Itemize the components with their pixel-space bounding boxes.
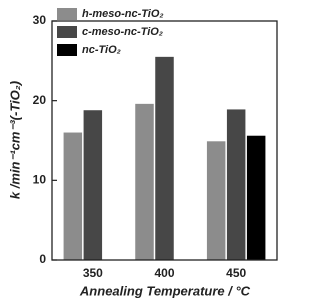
bar <box>226 109 246 261</box>
legend-label: nc-TiO₂ <box>82 44 121 56</box>
x-tick-label: 350 <box>83 266 103 280</box>
y-tick-label: 20 <box>33 93 47 107</box>
x-tick-label: 400 <box>154 266 174 280</box>
y-axis-label: k /min⁻¹cm⁻³(-TiO₂) <box>7 81 22 199</box>
legend-swatch <box>57 26 77 38</box>
bar <box>63 132 83 260</box>
x-tick-label: 450 <box>226 266 246 280</box>
x-axis-label: Annealing Temperature / °C <box>79 283 251 298</box>
bar <box>83 110 103 260</box>
bar <box>206 141 226 260</box>
legend-label: c-meso-nc-TiO₂ <box>82 26 163 38</box>
plot-frame <box>51 20 278 261</box>
y-tick-label: 0 <box>39 252 46 266</box>
bar <box>246 135 266 260</box>
legend-swatch <box>57 44 77 56</box>
y-tick-label: 30 <box>33 13 47 27</box>
legend-swatch <box>57 8 77 20</box>
legend-label: h-meso-nc-TiO₂ <box>82 8 164 20</box>
bar <box>155 56 174 260</box>
y-tick-label: 10 <box>33 173 47 187</box>
bar <box>135 103 154 260</box>
chart: Annealing Temperature / °C k /min⁻¹cm⁻³(… <box>7 8 278 298</box>
